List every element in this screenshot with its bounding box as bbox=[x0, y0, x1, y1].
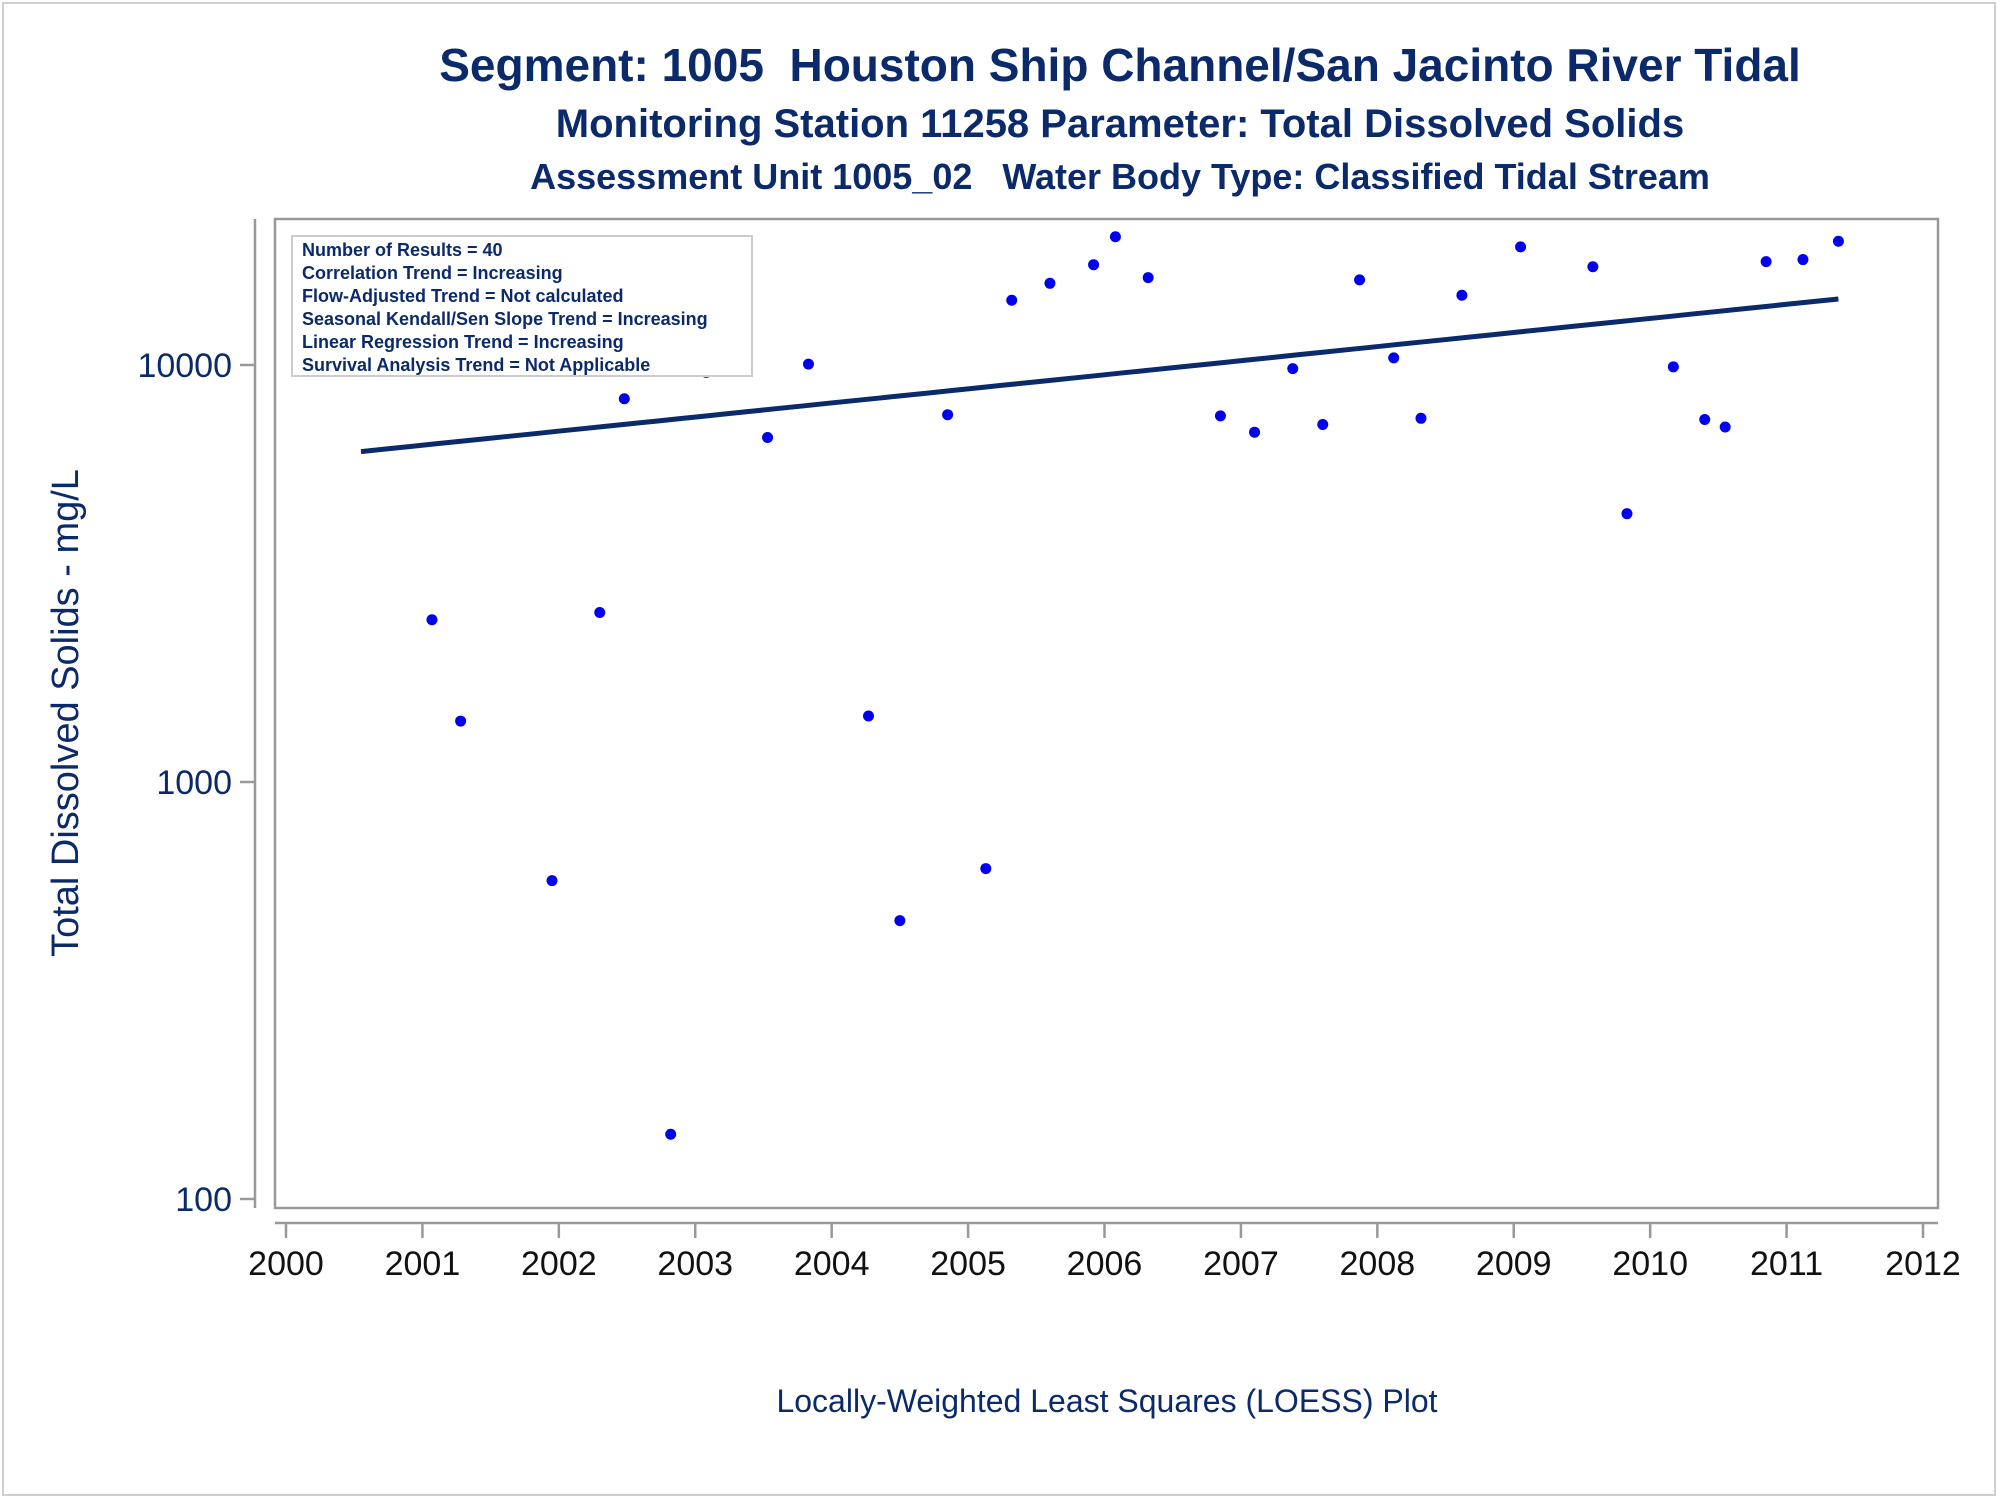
legend-entry: Flow-Adjusted Trend = Not calculated bbox=[302, 286, 624, 306]
data-point bbox=[1388, 352, 1400, 364]
y-ticks: 100 1000 10000 bbox=[137, 347, 255, 1219]
y-tick-label: 10000 bbox=[137, 347, 232, 385]
data-point bbox=[1044, 277, 1056, 289]
x-tick-label: 2003 bbox=[657, 1245, 733, 1283]
x-tick-label: 2006 bbox=[1067, 1245, 1143, 1283]
data-point bbox=[1249, 426, 1261, 438]
x-tick-label: 2001 bbox=[385, 1245, 461, 1283]
x-tick-label: 2012 bbox=[1885, 1245, 1961, 1283]
data-point bbox=[618, 393, 630, 405]
trend-line-layer bbox=[360, 296, 1839, 455]
data-point bbox=[1621, 508, 1633, 520]
x-tick-label: 2008 bbox=[1340, 1245, 1416, 1283]
data-point bbox=[1515, 241, 1527, 253]
x-tick-label: 2005 bbox=[930, 1245, 1006, 1283]
trend-line bbox=[360, 296, 1839, 455]
data-point bbox=[762, 432, 774, 444]
data-point bbox=[1832, 235, 1844, 247]
legend-entry: Linear Regression Trend = Increasing bbox=[302, 332, 624, 352]
data-point bbox=[594, 606, 606, 618]
x-tick-label: 2010 bbox=[1612, 1245, 1688, 1283]
data-point bbox=[1006, 294, 1018, 306]
x-tick-label: 2007 bbox=[1203, 1245, 1279, 1283]
x-tick-label: 2000 bbox=[248, 1245, 324, 1283]
data-point bbox=[894, 915, 906, 927]
data-point bbox=[426, 614, 438, 626]
data-point bbox=[1667, 361, 1679, 373]
plot-area bbox=[273, 217, 1940, 1210]
y-axis-title: Total Dissolved Solids - mg/L bbox=[45, 469, 87, 957]
chart-title: Segment: 1005 Houston Ship Channel/San J… bbox=[439, 39, 1801, 91]
data-point bbox=[1587, 261, 1599, 273]
x-tick-label: 2004 bbox=[794, 1245, 870, 1283]
legend: Number of Results = 40 Correlation Trend … bbox=[291, 235, 753, 377]
data-point bbox=[1354, 274, 1366, 286]
data-point bbox=[665, 1128, 677, 1140]
data-point bbox=[1214, 410, 1226, 422]
data-point bbox=[455, 715, 467, 727]
data-point bbox=[1142, 272, 1154, 284]
data-point bbox=[1317, 418, 1329, 430]
chart-subtitle-2: Assessment Unit 1005_02 Water Body Type:… bbox=[530, 156, 1710, 197]
data-point bbox=[546, 875, 558, 887]
x-tick-label: 2011 bbox=[1750, 1245, 1823, 1283]
data-point bbox=[1719, 421, 1731, 433]
data-point bbox=[1699, 414, 1711, 426]
data-point bbox=[862, 710, 874, 722]
legend-entry: Seasonal Kendall/Sen Slope Trend = Incre… bbox=[302, 309, 708, 329]
data-point bbox=[1287, 363, 1299, 375]
data-point bbox=[1760, 256, 1772, 268]
legend-box bbox=[291, 235, 753, 377]
y-tick-label: 100 bbox=[175, 1181, 232, 1219]
data-points bbox=[355, 231, 1844, 1140]
footnote: Locally-Weighted Least Squares (LOESS) P… bbox=[776, 1383, 1437, 1419]
data-point bbox=[1456, 289, 1468, 301]
x-tick-label: 2009 bbox=[1476, 1245, 1552, 1283]
y-tick-label: 1000 bbox=[156, 764, 232, 802]
data-point bbox=[1797, 254, 1809, 266]
legend-entry: Number of Results = 40 bbox=[302, 240, 503, 260]
x-ticks: 2000 2001 2002 2003 2004 2005 2006 2007 2008 2009… bbox=[248, 1223, 1961, 1283]
x-tick-label: 2002 bbox=[521, 1245, 597, 1283]
data-point bbox=[1415, 412, 1427, 424]
legend-entry: Correlation Trend = Increasing bbox=[302, 263, 563, 283]
data-point bbox=[980, 863, 992, 875]
legend-entry: Survival Analysis Trend = Not Applicable bbox=[302, 355, 650, 375]
data-point bbox=[1088, 259, 1100, 271]
data-point bbox=[1109, 231, 1121, 243]
data-point bbox=[942, 409, 954, 421]
chart-subtitle: Monitoring Station 11258 Parameter: Tota… bbox=[555, 102, 1685, 146]
data-point bbox=[802, 358, 814, 370]
